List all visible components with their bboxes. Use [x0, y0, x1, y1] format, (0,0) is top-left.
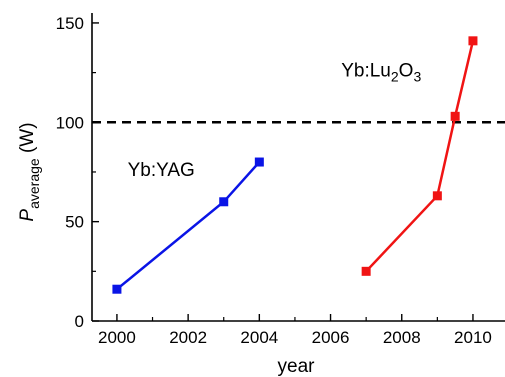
y-axis-title-unit: (W)	[17, 122, 38, 158]
y-tick-label: 0	[75, 312, 84, 331]
x-tick-label: 2010	[454, 328, 492, 347]
axes	[91, 13, 505, 322]
annotation-1: Yb:Lu2O3	[341, 61, 421, 85]
tick-labels: 2000 2002 2004 2006 2008 2010 0 50 100 150	[56, 14, 492, 347]
series-1-line	[365, 40, 475, 273]
series-0-line	[116, 161, 261, 291]
x-tick-label: 2000	[98, 328, 136, 347]
series-1-point-2	[450, 111, 460, 121]
series-0-point-0	[112, 284, 122, 294]
annotations: Yb:YAG Yb:Lu2O3	[128, 61, 422, 181]
series-1-point-0	[361, 266, 371, 276]
series-1-point-3	[468, 36, 478, 46]
y-tick-label: 100	[56, 113, 84, 132]
series-0-point-2	[254, 157, 264, 167]
x-tick-label: 2002	[169, 328, 207, 347]
y-tick-label: 150	[56, 14, 84, 33]
x-tick-label: 2008	[383, 328, 421, 347]
x-tick-label: 2004	[240, 328, 278, 347]
y-axis-title: Paverage (W)	[17, 122, 42, 221]
series-0-point-1	[219, 197, 229, 207]
series-layer	[112, 36, 478, 294]
x-axis-title: year	[278, 356, 316, 377]
y-axis-title-symbol: P	[17, 209, 38, 222]
annotation-0: Yb:YAG	[128, 160, 195, 181]
series-1-point-1	[432, 191, 442, 201]
y-axis-title-subscript: average	[26, 158, 42, 209]
x-tick-label: 2006	[312, 328, 350, 347]
y-tick-label: 50	[65, 213, 84, 232]
